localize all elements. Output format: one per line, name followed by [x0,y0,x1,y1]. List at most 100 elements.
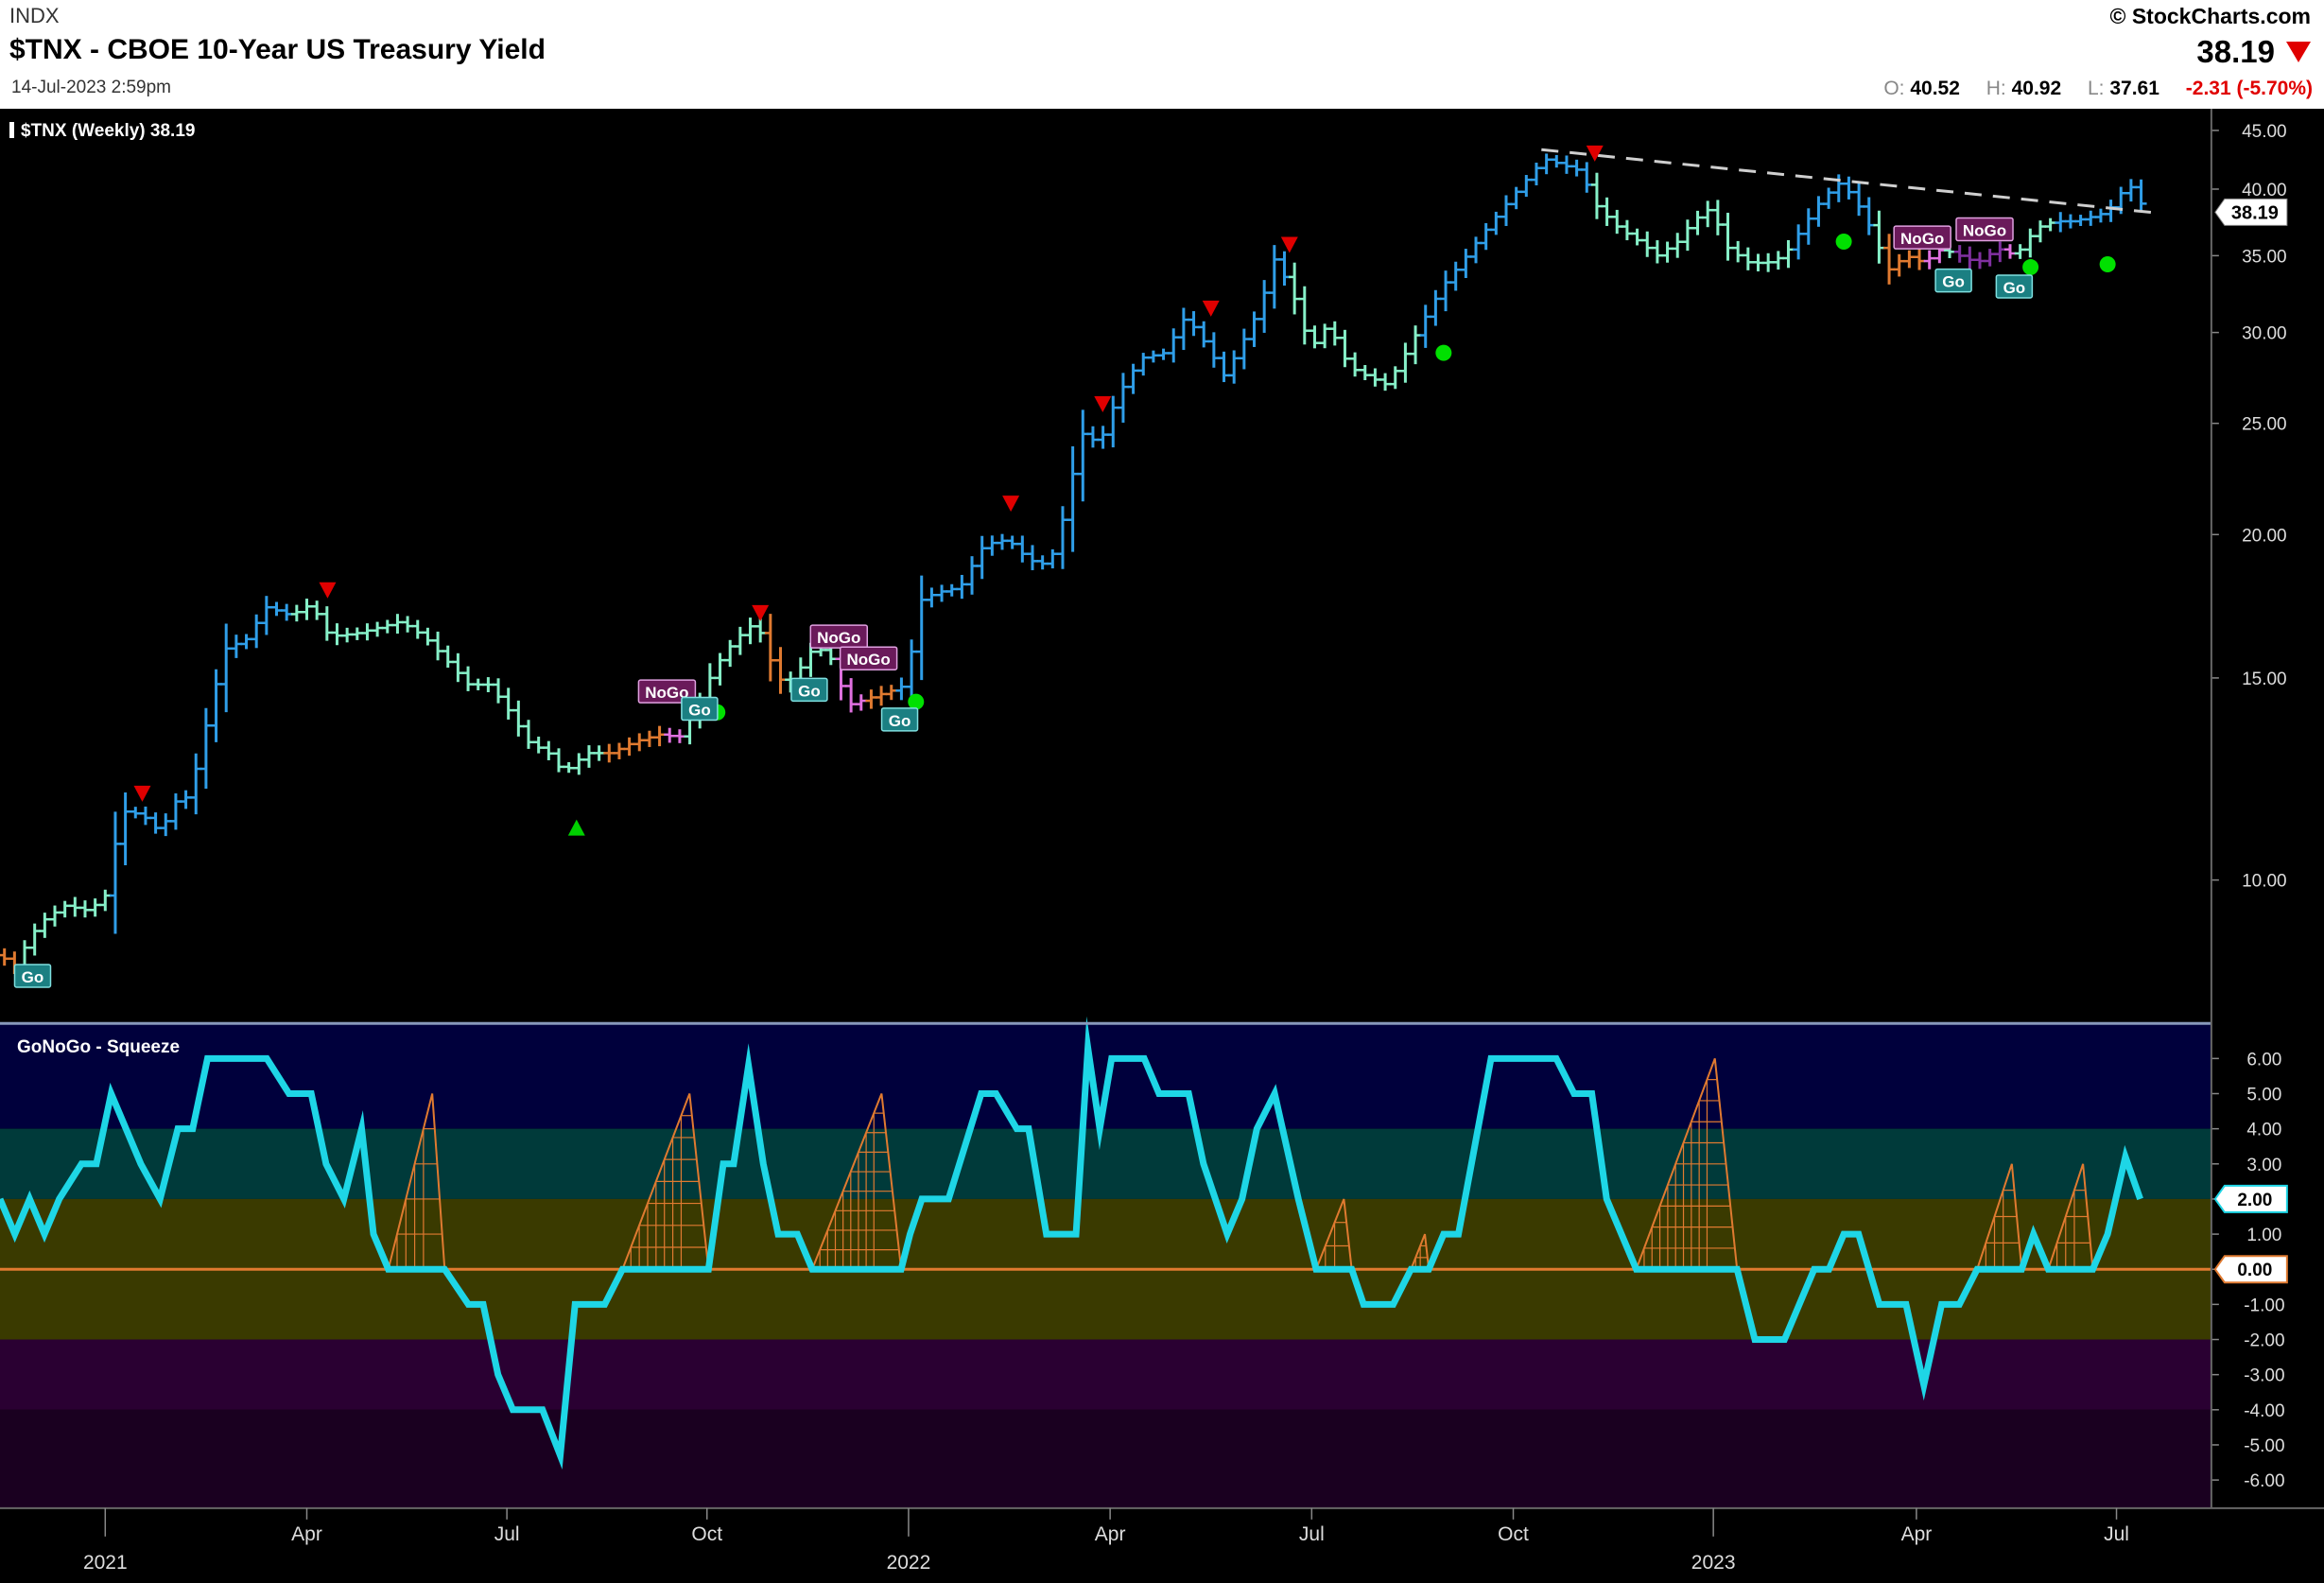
x-tick-label: Oct [1498,1523,1529,1545]
oscillator-tick-label: -4.00 [2244,1401,2284,1421]
squeeze-grid [621,1093,710,1270]
tag-label: NoGo [1900,230,1944,248]
squeeze-grid [387,1093,446,1270]
squeeze-grid [2047,1163,2094,1270]
squeeze-panel-title: GoNoGo - Squeeze [17,1037,180,1057]
squeeze-grid [1976,1163,2023,1270]
oscillator-last-value: 2.00 [2213,1184,2288,1213]
chart-title: $TNX - CBOE 10-Year US Treasury Yield [9,34,546,65]
x-tick-label: Apr [1095,1523,1126,1545]
go-dot-icon [2022,259,2039,276]
high-value: 40.92 [2011,78,2062,99]
brand-logo[interactable]: © StockCharts.com [2109,4,2311,28]
low-label: L: [2088,78,2105,99]
oscillator-last-value-label: 2.00 [2237,1191,2272,1210]
x-tick-label: Apr [291,1523,322,1545]
price-panel-title: $TNX (Weekly) 38.19 [21,121,195,141]
down-triangle-icon [319,582,337,599]
down-triangle-icon [1280,236,1298,253]
squeeze-panel: GoNoGo - Squeeze [0,1016,2211,1508]
tag-label: NoGo [1963,222,2006,240]
chart-date: 14-Jul-2023 2:59pm [11,78,171,97]
high-label: H: [1986,78,2006,99]
down-triangle-icon [1002,496,1020,513]
tag-label: Go [1942,273,1965,291]
nogo-tag: NoGo [809,624,869,649]
oscillator-tick-label: 4.00 [2246,1121,2281,1140]
oscillator-band [0,1128,2211,1199]
chart-header: INDX $TNX - CBOE 10-Year US Treasury Yie… [0,0,2324,109]
down-triangle-icon [1202,300,1220,317]
tag-label: NoGo [817,629,860,647]
price-tick-label: 25.00 [2242,415,2287,435]
price-tick-label: 40.00 [2242,181,2287,200]
nogo-tag: NoGo [1955,217,2014,242]
tag-label: Go [688,702,711,720]
go-tag: Go [13,964,52,988]
oscillator-tick-label: -3.00 [2244,1366,2284,1386]
oscillator-tick-label: 5.00 [2246,1086,2281,1105]
squeeze-grid [1410,1233,1431,1270]
nogo-tag: NoGo [1893,225,1951,250]
oscillator-tick-label: 1.00 [2246,1226,2281,1245]
x-tick-label: Apr [1901,1523,1933,1545]
price-tick-label: 45.00 [2242,122,2287,142]
open-label: O: [1883,78,1905,99]
x-tick-label: Jul [494,1523,520,1545]
oscillator-band [0,1409,2211,1508]
go-dot-icon [2099,255,2116,272]
last-price-label: 38.19 [2231,202,2279,223]
price-tick-label: 35.00 [2242,247,2287,267]
go-dot-icon [1435,344,1452,361]
x-tick-label: Jul [2104,1523,2129,1545]
oscillator-tick-label: -1.00 [2244,1296,2284,1315]
oscillator-line [0,1016,2143,1470]
price-tick-label: 30.00 [2242,324,2287,344]
open-value: 40.52 [1910,78,1960,99]
tag-label: NoGo [846,651,890,669]
zero-value: 0.00 [2213,1255,2288,1284]
tag-label: Go [798,682,821,700]
x-tick-label: Oct [691,1523,722,1545]
axes: 10.00 15.00 20.00 25.00 30.00 35.00 40.00 45.00… [0,109,2324,1574]
oscillator-band [0,1339,2211,1410]
oscillator-tick-label: 6.00 [2246,1050,2281,1070]
exchange-label: INDX [9,4,60,27]
price-change: -2.31 (-5.70%) [2185,78,2313,99]
price-tick-label: 20.00 [2242,526,2287,546]
legend-swatch [9,122,14,138]
go-dot-icon [1835,234,1852,251]
x-tick-label: 2022 [887,1552,931,1574]
nogo-tag: NoGo [839,646,898,670]
up-triangle-icon [567,819,585,836]
go-tag: Go [1995,274,2034,299]
resistance-trendline [1541,148,2161,216]
go-tag: Go [880,707,919,732]
last-price: 38.19 [2196,34,2275,69]
down-triangle-icon [133,785,151,802]
squeeze-grid [811,1093,903,1270]
oscillator-tick-label: -2.00 [2244,1331,2284,1351]
ohlc-readout: O: 40.52 H: 40.92 L: 37.61 -2.31 (-5.70%… [1883,78,2313,100]
last-price-marker: 38.19 [2214,198,2288,226]
x-tick-label: 2021 [83,1552,128,1574]
oscillator-tick-label: 3.00 [2246,1156,2281,1175]
squeeze-grid [1635,1058,1739,1270]
tag-label: Go [2003,279,2026,297]
down-triangle-icon [752,604,770,621]
oscillator-tick-label: -5.00 [2244,1436,2284,1456]
price-tick-label: 10.00 [2242,872,2287,892]
nogo-tag: NoGo [637,679,697,704]
down-arrow-icon [2286,42,2311,62]
go-dot-icon [908,693,925,710]
squeeze-grid [1315,1198,1353,1270]
x-tick-label: 2023 [1691,1552,1736,1574]
low-value: 37.61 [2109,78,2159,99]
tag-label: Go [22,968,44,986]
x-tick-label: Jul [1299,1523,1325,1545]
tag-label: NoGo [645,684,688,702]
go-tag: Go [790,677,828,703]
zero-value-label: 0.00 [2237,1261,2272,1280]
go-tag: Go [1934,268,1972,293]
